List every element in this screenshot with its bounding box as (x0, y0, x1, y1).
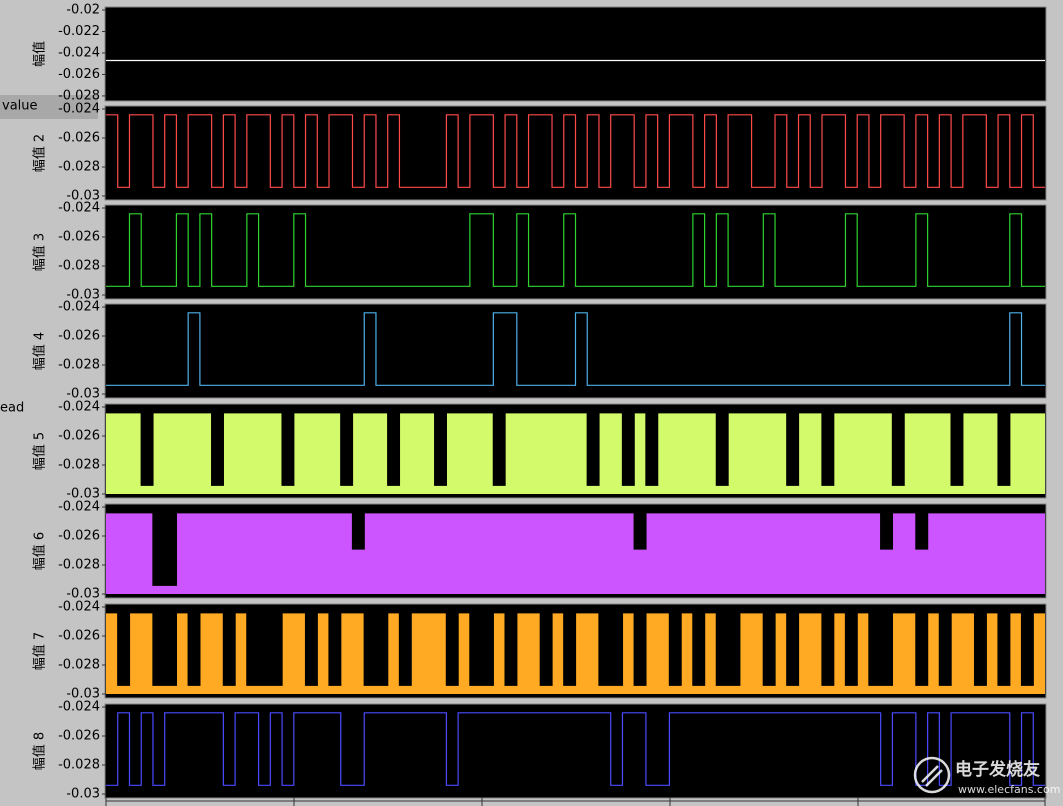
y-tick-label: -0.02 (66, 3, 100, 18)
watermark-logo (921, 765, 943, 787)
y-tick-label: -0.03 (66, 288, 100, 303)
y-tick-label: -0.028 (58, 259, 100, 274)
plot-area (104, 703, 1047, 799)
y-tick-label: -0.026 (58, 329, 100, 344)
x-axis (105, 797, 1046, 806)
y-tick-label: -0.028 (58, 358, 100, 373)
y-tick-label: -0.026 (58, 67, 100, 82)
y-axis-label: 幅值 8 (32, 732, 48, 770)
watermark-url: www.elecfans.com (958, 783, 1060, 796)
waveform-graph: -0.024 -0.026 -0.028 -0.03 幅值 8 (32, 700, 1047, 802)
waveform (106, 712, 1045, 786)
waveform (106, 213, 1045, 287)
y-tick-label: -0.024 (58, 45, 100, 60)
y-axis-label: 幅值 4 (32, 332, 48, 370)
waveform (106, 114, 1045, 188)
y-tick-label: -0.03 (66, 189, 100, 204)
y-tick-label: -0.026 (58, 529, 100, 544)
y-tick-label: -0.028 (58, 558, 100, 573)
y-tick-label: -0.028 (58, 88, 100, 103)
y-axis-label: 幅值 6 (32, 532, 48, 570)
y-tick-label: -0.028 (58, 458, 100, 473)
y-axis-label: 幅值 7 (32, 632, 48, 670)
y-axis-label: 幅值 5 (32, 432, 48, 470)
y-tick-label: -0.03 (66, 587, 100, 602)
watermark-logo (913, 756, 951, 794)
y-tick-label: -0.028 (58, 758, 100, 773)
y-tick-label: -0.024 (58, 201, 100, 216)
y-tick-label: -0.024 (58, 700, 100, 715)
y-axis-label: 幅值 (32, 41, 48, 67)
y-tick-label: -0.024 (58, 600, 100, 615)
y-tick-label: -0.028 (58, 658, 100, 673)
y-tick-label: -0.03 (66, 687, 100, 702)
waveform-graph: -0.024 -0.026 -0.028 -0.03 幅值 7 (32, 600, 1047, 702)
waveform-graph: -0.024 -0.026 -0.028 -0.03 幅值 6 (32, 500, 1047, 602)
waveform (106, 612, 1045, 686)
y-tick-label: -0.024 (58, 102, 100, 117)
watermark-name: 电子发烧友 (955, 759, 1040, 780)
y-axis-label: 幅值 3 (32, 233, 48, 271)
tab-label: value (2, 99, 38, 114)
y-tick-label: -0.024 (58, 400, 100, 415)
watermark: 电子发烧友 www.elecfans.com (913, 756, 1060, 796)
y-tick-label: -0.026 (58, 629, 100, 644)
tab-label: ead (0, 401, 24, 416)
y-tick-label: -0.026 (58, 131, 100, 146)
y-tick-label: -0.024 (58, 500, 100, 515)
y-tick-label: -0.03 (66, 787, 100, 802)
waveform-graph: -0.024 -0.026 -0.028 -0.03 幅值 2 (32, 102, 1047, 204)
y-tick-label: -0.028 (58, 160, 100, 175)
y-tick-label: -0.026 (58, 729, 100, 744)
waveform (106, 312, 1045, 386)
waveform-graph: -0.024 -0.026 -0.028 -0.03 幅值 3 (32, 201, 1047, 303)
y-tick-label: -0.024 (58, 300, 100, 315)
waveform-graph: -0.02 -0.022 -0.024 -0.026 -0.028 幅值 (32, 3, 1047, 103)
waveform-graph: -0.024 -0.026 -0.028 -0.03 幅值 5 (32, 400, 1047, 502)
plot-area (104, 6, 1047, 102)
y-tick-label: -0.03 (66, 487, 100, 502)
waveform-graph: -0.024 -0.026 -0.028 -0.03 幅值 4 (32, 300, 1047, 402)
y-tick-label: -0.022 (58, 24, 100, 39)
y-tick-label: -0.026 (58, 230, 100, 245)
y-axis-label: 幅值 2 (32, 134, 48, 172)
y-tick-label: -0.03 (66, 387, 100, 402)
waveform (106, 412, 1045, 486)
waveform-area (106, 512, 1045, 594)
y-tick-label: -0.026 (58, 429, 100, 444)
tab (0, 95, 98, 119)
waveform (106, 512, 1045, 586)
